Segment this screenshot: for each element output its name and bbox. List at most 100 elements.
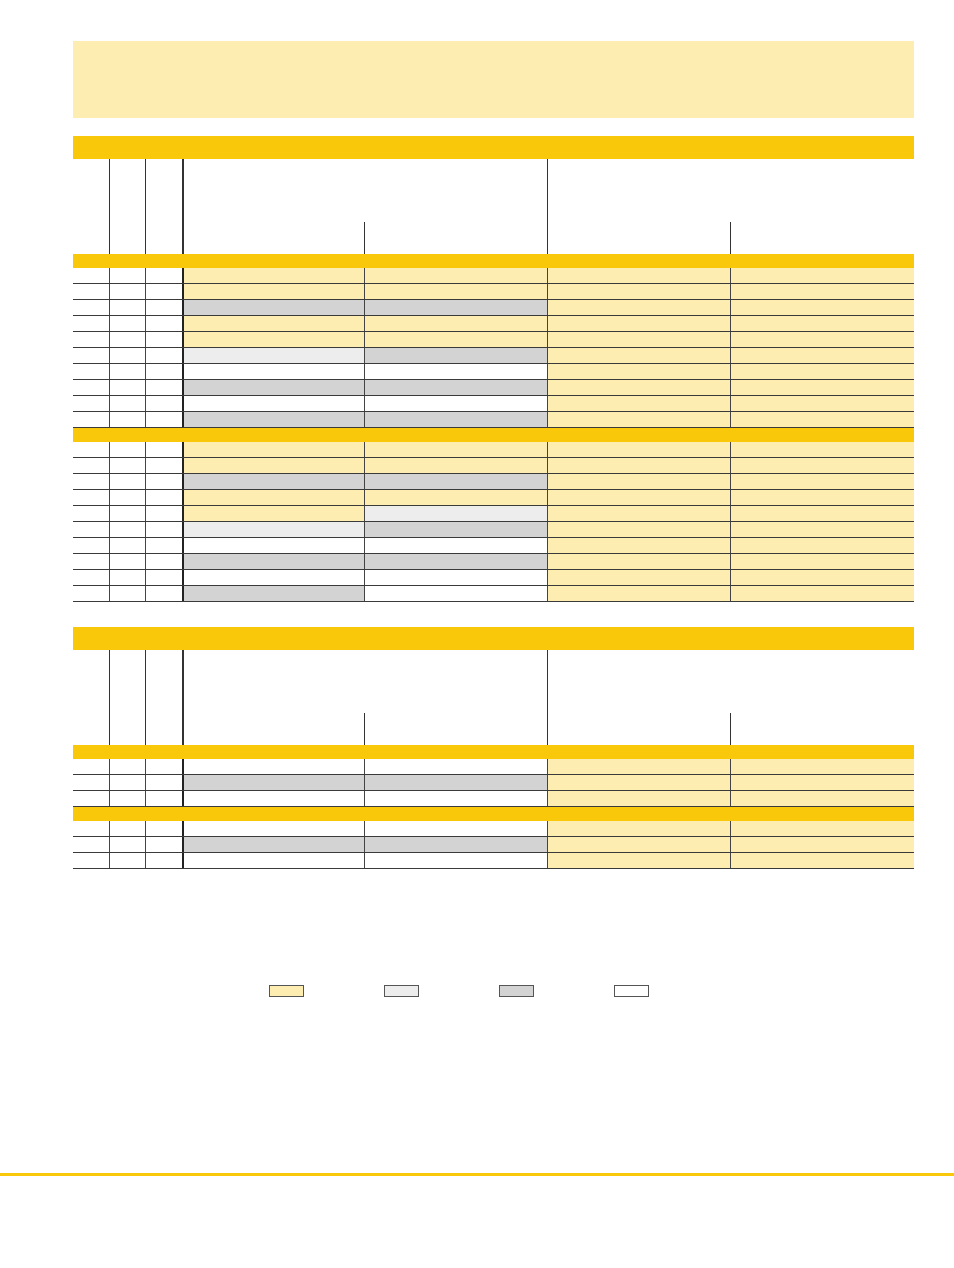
table-cell bbox=[73, 364, 109, 379]
column-header-area bbox=[73, 159, 914, 254]
table-cell bbox=[109, 332, 145, 347]
table-cell bbox=[364, 570, 547, 585]
table-cell bbox=[73, 821, 109, 836]
table-row bbox=[73, 821, 914, 837]
table-cell bbox=[730, 554, 914, 569]
table-row bbox=[73, 775, 914, 791]
table-cell bbox=[109, 268, 145, 283]
table-cell bbox=[364, 348, 547, 363]
table-cell bbox=[73, 396, 109, 411]
table-cell bbox=[145, 442, 182, 457]
header-divider bbox=[547, 650, 548, 745]
table-cell bbox=[364, 538, 547, 553]
table-cell bbox=[547, 506, 730, 521]
table-cell bbox=[364, 380, 547, 395]
table-cell bbox=[730, 316, 914, 331]
table-cell bbox=[73, 791, 109, 806]
table-cell bbox=[109, 538, 145, 553]
table-cell bbox=[364, 490, 547, 505]
legend-swatch bbox=[499, 985, 534, 997]
table-row bbox=[73, 506, 914, 522]
table-cell bbox=[730, 442, 914, 457]
table-row bbox=[73, 284, 914, 300]
table-cell bbox=[547, 570, 730, 585]
table-cell bbox=[182, 474, 364, 489]
table-cell bbox=[730, 506, 914, 521]
table-cell bbox=[109, 396, 145, 411]
table-row bbox=[73, 412, 914, 428]
table-row bbox=[73, 570, 914, 586]
table-cell bbox=[730, 380, 914, 395]
table-cell bbox=[547, 396, 730, 411]
table-cell bbox=[364, 837, 547, 852]
table-cell bbox=[109, 586, 145, 601]
table-cell bbox=[145, 821, 182, 836]
table-cell bbox=[547, 837, 730, 852]
table-cell bbox=[730, 332, 914, 347]
table-cell bbox=[730, 570, 914, 585]
table-cell bbox=[730, 348, 914, 363]
table-cell bbox=[364, 316, 547, 331]
table-cell bbox=[73, 284, 109, 299]
column-header-area bbox=[73, 650, 914, 745]
table-cell bbox=[73, 348, 109, 363]
table-cell bbox=[182, 586, 364, 601]
table-row bbox=[73, 300, 914, 316]
table-row bbox=[73, 380, 914, 396]
table-cell bbox=[730, 759, 914, 774]
table-cell bbox=[73, 332, 109, 347]
data-table-1 bbox=[73, 136, 914, 602]
table-cell bbox=[109, 412, 145, 427]
table-cell bbox=[109, 853, 145, 868]
legend-swatch bbox=[384, 985, 419, 997]
data-table-2 bbox=[73, 627, 914, 869]
section-header-bar bbox=[73, 627, 914, 650]
footer-rule bbox=[0, 1173, 954, 1176]
table-cell bbox=[364, 853, 547, 868]
table-cell bbox=[364, 268, 547, 283]
table-cell bbox=[547, 791, 730, 806]
header-subdivider bbox=[364, 713, 365, 745]
table-cell bbox=[730, 396, 914, 411]
header-divider bbox=[547, 159, 548, 254]
header-banner bbox=[73, 41, 914, 118]
group-header-bar bbox=[73, 254, 914, 268]
legend-swatch bbox=[614, 985, 649, 997]
table-row bbox=[73, 348, 914, 364]
table-cell bbox=[73, 538, 109, 553]
table-row bbox=[73, 316, 914, 332]
table-cell bbox=[730, 522, 914, 537]
table-cell bbox=[73, 759, 109, 774]
table-cell bbox=[145, 396, 182, 411]
table-cell bbox=[73, 300, 109, 315]
table-cell bbox=[145, 837, 182, 852]
table-cell bbox=[547, 821, 730, 836]
table-cell bbox=[109, 759, 145, 774]
table-cell bbox=[109, 490, 145, 505]
table-cell bbox=[364, 775, 547, 790]
table-cell bbox=[547, 759, 730, 774]
table-cell bbox=[145, 522, 182, 537]
table-cell bbox=[73, 522, 109, 537]
table-cell bbox=[182, 837, 364, 852]
table-cell bbox=[109, 442, 145, 457]
table-cell bbox=[730, 300, 914, 315]
table-cell bbox=[547, 348, 730, 363]
table-cell bbox=[182, 775, 364, 790]
table-cell bbox=[109, 506, 145, 521]
table-cell bbox=[73, 554, 109, 569]
table-cell bbox=[182, 284, 364, 299]
table-row bbox=[73, 364, 914, 380]
table-cell bbox=[145, 775, 182, 790]
table-cell bbox=[145, 268, 182, 283]
table-cell bbox=[73, 412, 109, 427]
header-divider bbox=[182, 159, 184, 254]
header-subdivider bbox=[730, 222, 731, 254]
table-cell bbox=[73, 442, 109, 457]
table-cell bbox=[364, 821, 547, 836]
table-cell bbox=[145, 458, 182, 473]
table-cell bbox=[73, 268, 109, 283]
table-cell bbox=[145, 490, 182, 505]
table-cell bbox=[182, 316, 364, 331]
table-cell bbox=[364, 522, 547, 537]
